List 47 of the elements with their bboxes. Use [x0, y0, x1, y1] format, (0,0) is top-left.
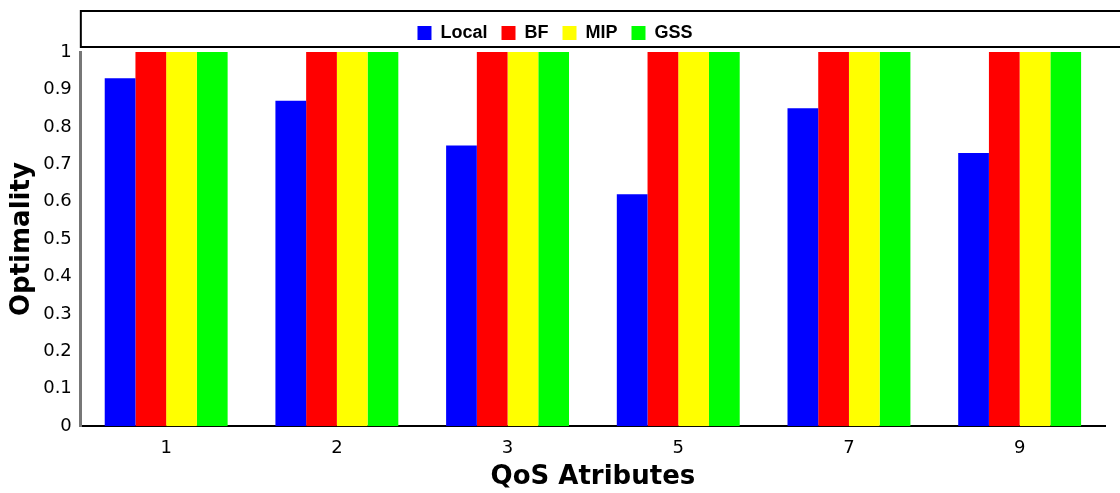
bar	[1050, 52, 1082, 427]
bar	[988, 52, 1020, 427]
bar	[848, 52, 880, 427]
bar	[306, 52, 337, 427]
bar	[958, 153, 989, 427]
y-tick-label: 0.8	[43, 114, 72, 136]
x-tick-label: 7	[843, 435, 855, 457]
bar	[818, 52, 849, 427]
bar	[879, 52, 911, 427]
y-tick-label: 0.6	[43, 189, 72, 211]
bar	[336, 52, 368, 427]
y-axis-title: Optimality	[5, 162, 36, 317]
y-tick-label: 0.2	[43, 339, 72, 361]
x-tick-label: 5	[672, 435, 684, 457]
y-tick-label: 0.5	[43, 226, 72, 248]
x-tick-label: 2	[331, 435, 343, 457]
bar	[196, 52, 228, 427]
bar	[616, 194, 648, 427]
x-axis-title: QoS Atributes	[490, 460, 696, 491]
y-tick-label: 1	[60, 39, 72, 61]
bar	[787, 108, 819, 427]
bar	[446, 145, 477, 427]
y-tick-label: 0.4	[43, 264, 72, 286]
x-tick-label: 1	[160, 435, 172, 457]
bar	[708, 52, 740, 427]
x-tick-label: 9	[1013, 435, 1026, 457]
y-tick-label: 0.1	[43, 376, 72, 398]
y-tick-label: 0	[60, 413, 72, 435]
bar	[476, 52, 508, 427]
y-tick-label: 0.3	[43, 301, 72, 323]
legend-label: Local	[440, 21, 488, 42]
bar	[647, 52, 679, 427]
bar	[678, 52, 709, 427]
y-tick-label: 0.9	[43, 77, 72, 99]
bar	[367, 52, 399, 427]
bar	[538, 52, 570, 427]
bar	[135, 52, 167, 427]
x-tick-label: 3	[501, 435, 514, 457]
bar	[166, 52, 197, 427]
legend-label: BF	[524, 21, 549, 42]
bar	[1019, 52, 1051, 427]
legend-label: MIP	[585, 21, 618, 42]
bar	[275, 100, 307, 427]
y-tick-label: 0.7	[43, 151, 72, 173]
bar	[507, 52, 539, 427]
legend-label: GSS	[654, 21, 693, 42]
bar	[104, 78, 136, 427]
